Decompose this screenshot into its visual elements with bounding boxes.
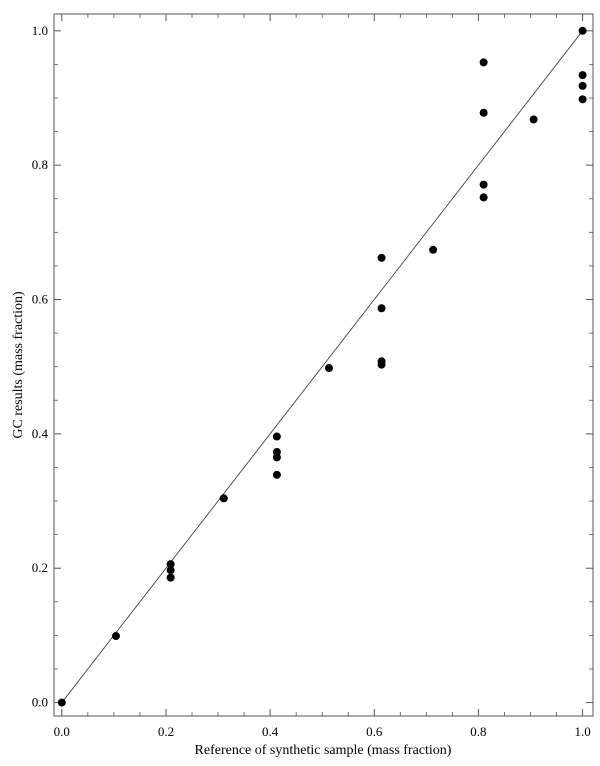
x-tick-label: 0.2 [158,724,174,739]
plot-frame [53,13,594,717]
x-tick-label: 0.0 [54,724,70,739]
reference-line [61,30,583,703]
data-points-layer [57,26,587,707]
data-point [111,632,120,641]
y-axis-label: GC results (mass fraction) [11,291,26,439]
x-tick-label: 0.6 [366,724,383,739]
data-point [219,494,228,503]
data-point [166,573,175,582]
x-tick-label: 0.8 [470,724,486,739]
data-point [377,253,386,262]
y-tick-label: 1.0 [32,23,48,38]
data-point [166,566,175,575]
data-point [272,453,281,462]
data-point [578,81,587,90]
data-point [377,304,386,313]
y-tick-label: 0.8 [32,157,48,172]
x-tick-label: 1.0 [574,724,590,739]
y-tick-label: 0.4 [32,426,49,441]
y-tick-label: 0.2 [32,560,48,575]
data-point [166,560,175,569]
data-point [529,115,538,124]
data-point [272,470,281,479]
data-point [578,26,587,35]
y-tick-label: 0.6 [32,292,49,307]
data-point [578,71,587,80]
x-axis-label: Reference of synthetic sample (mass frac… [195,743,452,758]
data-point [377,360,386,369]
data-point [479,180,488,189]
data-point [479,193,488,202]
data-point [57,698,66,707]
reference-line-layer [61,30,583,703]
data-point [272,432,281,441]
data-point [429,245,438,254]
y-tick-label: 0.0 [32,695,48,710]
data-point [324,364,333,373]
data-point [578,95,587,104]
ticks-layer: 0.0 0.2 0.4 0.6 0.8 1.0 0.0 0.2 0.4 0.6 0.8 1.0 [32,14,593,739]
data-point [479,58,488,67]
x-tick-label: 0.4 [262,724,279,739]
data-point [479,108,488,117]
